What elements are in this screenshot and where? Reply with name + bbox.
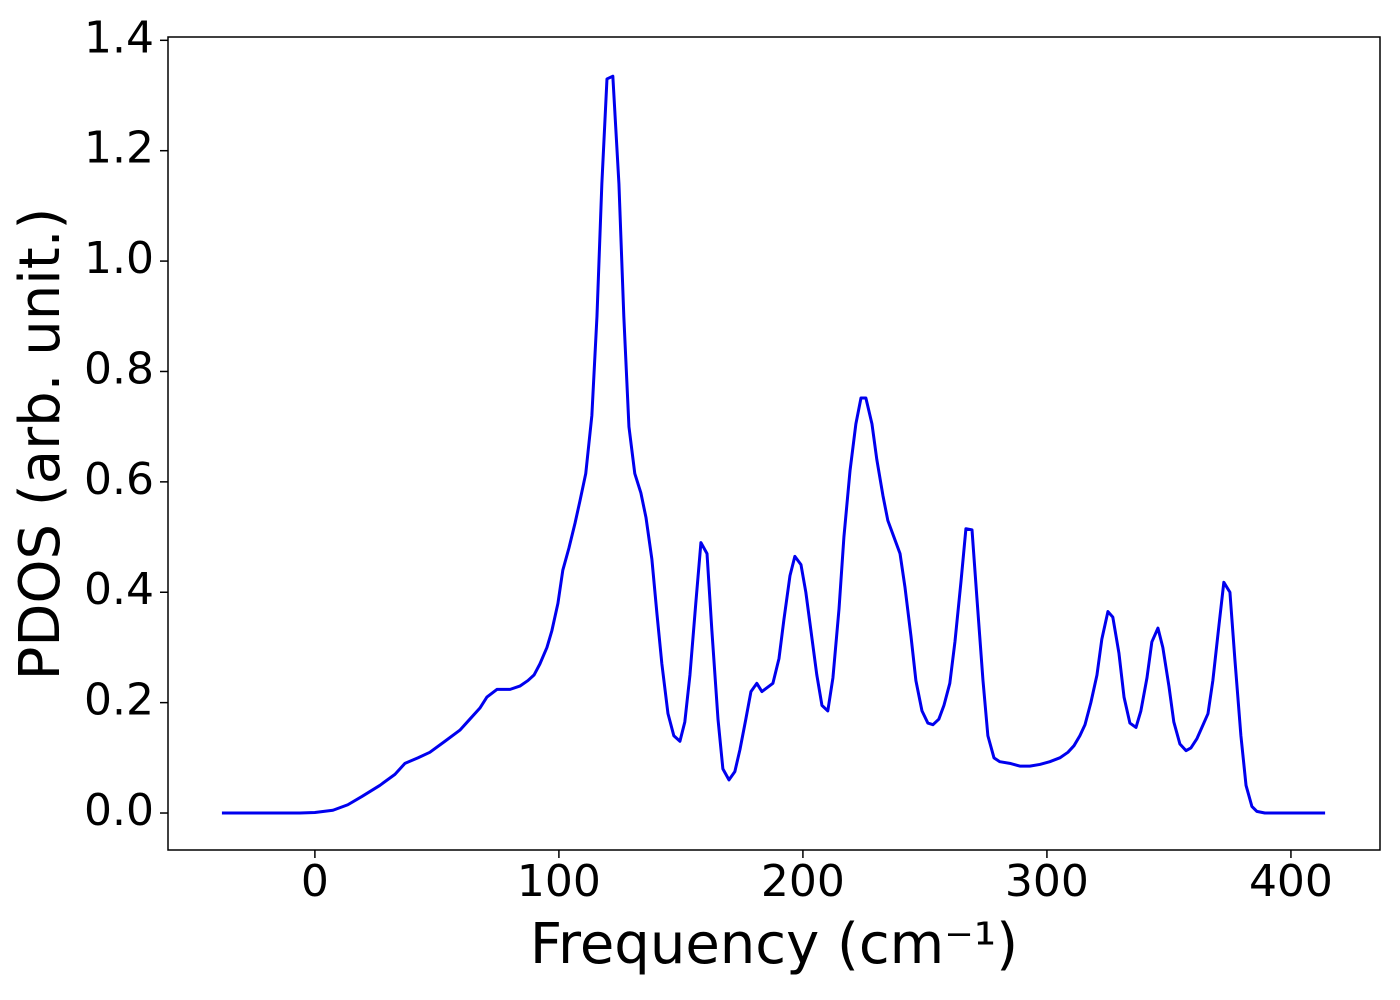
y-axis-label: PDOS (arb. unit.): [8, 208, 73, 681]
y-tick-label: 1.4: [84, 12, 154, 63]
y-tick-label: 1.0: [84, 233, 154, 284]
x-tick-label: 0: [301, 856, 329, 907]
y-tick-label: 0.6: [84, 454, 154, 505]
plot-frame: [167, 36, 1381, 851]
y-tick-label: 0.8: [84, 343, 154, 394]
line-series: [221, 74, 1326, 815]
x-tick-label: 200: [761, 856, 845, 907]
x-axis-label: Frequency (cm⁻¹): [530, 912, 1018, 977]
y-tick-label: 0.2: [84, 675, 154, 726]
y-tick-label: 0.0: [84, 785, 154, 836]
y-tick-label: 0.4: [84, 564, 154, 615]
x-tick-label: 300: [1005, 856, 1089, 907]
y-tick-label: 1.2: [84, 123, 154, 174]
x-tick-label: 400: [1249, 856, 1333, 907]
x-tick-label: 100: [517, 856, 601, 907]
